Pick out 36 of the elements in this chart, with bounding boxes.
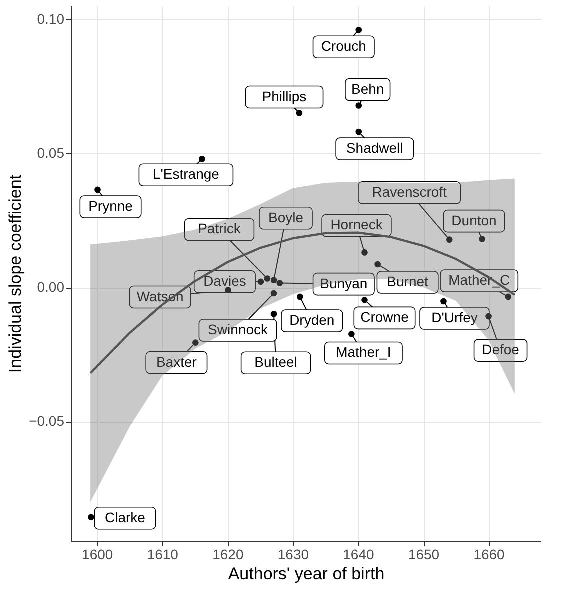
- x-tick-label: 1640: [343, 546, 375, 562]
- annotation: Swinnock: [208, 321, 269, 338]
- annotation: Behn: [352, 80, 384, 97]
- y-tick-label: 0.00: [37, 279, 65, 296]
- annotation: Ravenscroft: [372, 184, 448, 200]
- x-tick-label: 1650: [408, 546, 440, 562]
- annotation: Phillips: [262, 88, 307, 104]
- annotation: Shadwell: [346, 140, 404, 156]
- y-tick-label: −0.05: [29, 413, 65, 430]
- annotation: Davies: [204, 272, 246, 289]
- annotation: Baxter: [156, 354, 198, 370]
- x-axis-title: Authors' year of birth: [228, 564, 385, 584]
- x-tick-label: 1600: [82, 546, 114, 562]
- x-tick-label: 1630: [278, 546, 310, 562]
- annotation: Bulteel: [254, 354, 298, 370]
- annotation: Crouch: [321, 38, 366, 54]
- x-tick-label: 1610: [147, 546, 179, 562]
- annotation: Dunton: [452, 212, 497, 228]
- x-tick-label: 1660: [474, 546, 506, 562]
- annotation: Prynne: [88, 198, 134, 214]
- annotation: Mather_I: [336, 344, 392, 360]
- annotation: Dryden: [290, 312, 335, 328]
- x-tick-label: 1620: [212, 546, 244, 562]
- y-tick-label: 0.05: [37, 144, 65, 161]
- annotation: Defoe: [482, 342, 520, 358]
- annotation: Horneck: [330, 216, 384, 233]
- annotation: D'Urfey: [432, 310, 478, 326]
- y-axis-title: Individual slope coefficient: [6, 174, 26, 374]
- annotation: Patrick: [198, 220, 242, 237]
- annotation: Clarke: [105, 509, 146, 526]
- annotation: Burnet: [387, 274, 429, 290]
- annotation: L'Estrange: [152, 166, 220, 182]
- annotation: Boyle: [268, 209, 304, 226]
- y-tick-label: 0.10: [37, 10, 65, 27]
- annotation: Crowne: [360, 309, 410, 326]
- annotation: Bunyan: [320, 275, 368, 292]
